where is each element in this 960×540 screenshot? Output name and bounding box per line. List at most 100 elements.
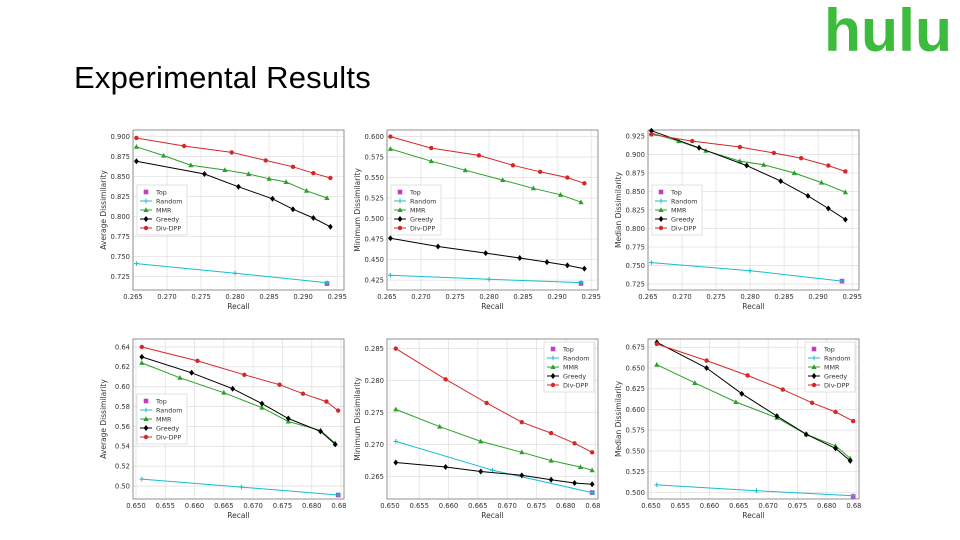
x-tick-label: 0.665 (468, 502, 487, 510)
legend-marker-greedy (550, 373, 556, 379)
data-point-greedy (825, 205, 831, 212)
plot-frame (386, 338, 599, 500)
data-point-mmr (283, 179, 289, 184)
legend-label: Random (410, 197, 436, 205)
legend-label: Top (409, 188, 421, 196)
x-tick-label: 0.660 (700, 502, 719, 510)
data-point-greedy (803, 431, 809, 438)
legend-label: Div-DPP (671, 224, 696, 232)
x-tick-label: 0.275 (706, 293, 725, 301)
data-point-div-dpp (780, 387, 786, 392)
x-axis-label: Recall (742, 511, 764, 520)
data-point-greedy (388, 235, 393, 242)
data-point-div-dpp (510, 163, 516, 168)
data-point-div-dpp (443, 377, 448, 382)
y-tick-label: 0.575 (365, 153, 384, 161)
series-mmr (393, 406, 595, 473)
legend-marker-random (397, 198, 403, 204)
data-point-div-dpp (229, 150, 234, 155)
y-axis-label: Minimum Dissimilarity (353, 168, 362, 252)
series-div-dpp (649, 132, 848, 174)
y-tick-label: 0.850 (626, 188, 645, 196)
x-tick-label: 0.650 (641, 502, 660, 510)
data-point-div-dpp (737, 144, 743, 150)
y-tick-label: 0.650 (626, 364, 645, 372)
x-tick-label: 0.655 (156, 502, 175, 510)
data-point-random (649, 260, 654, 265)
data-point-div-dpp (798, 155, 804, 161)
series-greedy (388, 235, 587, 272)
data-point-mmr (478, 438, 484, 444)
y-tick-label: 0.575 (626, 427, 645, 435)
series-div-dpp (393, 346, 595, 455)
x-tick-label: 0.655 (410, 502, 429, 510)
legend-label: Greedy (824, 372, 847, 380)
data-point-greedy (270, 195, 275, 202)
chart-average-dissimilarity-bottom: 0.650 0.655 0.660 0.665 0.670 0.675 0.680 0.685… (97, 335, 347, 525)
data-point-greedy (739, 390, 745, 397)
y-tick-label: 0.56 (115, 423, 130, 431)
data-point-mmr (393, 406, 399, 412)
y-tick-label: 0.265 (365, 473, 384, 481)
data-point-div-dpp (809, 400, 815, 406)
legend-label: Greedy (156, 424, 179, 432)
data-point-greedy (519, 472, 525, 479)
data-point-greedy (696, 144, 702, 151)
data-point-div-dpp (771, 150, 777, 156)
legend-marker-random (143, 407, 149, 413)
y-tick-label: 0.525 (626, 468, 645, 476)
x-tick-label: 0.280 (479, 293, 498, 301)
legend-marker-random (550, 355, 556, 361)
data-point-greedy (327, 223, 333, 230)
data-point-div-dpp (429, 145, 434, 151)
series-div-dpp (654, 341, 856, 424)
legend-marker-mmr (143, 416, 149, 421)
legend-label: Greedy (156, 215, 179, 223)
x-axis-label: Recall (227, 511, 249, 520)
x-tick-label: 0.675 (273, 502, 292, 510)
y-tick-label: 0.550 (626, 447, 645, 455)
data-point-greedy (517, 255, 523, 261)
data-point-div-dpp (589, 450, 595, 455)
series-random (649, 260, 845, 284)
legend-label: Top (670, 188, 682, 196)
data-point-random (839, 278, 845, 284)
data-point-greedy (393, 459, 399, 466)
legend-marker-random (811, 355, 817, 361)
y-tick-label: 0.825 (626, 206, 645, 214)
y-tick-label: 0.285 (365, 345, 384, 353)
chart-svg: 0.265 0.270 0.275 0.280 0.285 0.290 0.295 0.725… (614, 127, 862, 311)
data-point-greedy (548, 476, 554, 483)
y-tick-label: 0.600 (365, 133, 384, 141)
y-axis-label: Average Dissimilarity (99, 170, 108, 250)
x-axis-label: Recall (481, 511, 503, 520)
data-point-random (388, 272, 393, 278)
y-tick-label: 0.60 (115, 383, 130, 391)
data-point-mmr (259, 404, 265, 410)
legend-label: Greedy (671, 215, 694, 223)
data-point-mmr (221, 389, 227, 395)
legend-label: Top (155, 188, 167, 196)
x-tick-label: 0.670 (243, 502, 262, 510)
y-tick-label: 0.625 (626, 385, 645, 393)
x-tick-label: 0.675 (788, 502, 807, 510)
legend-marker-greedy (143, 216, 149, 222)
legend-label: Top (155, 397, 167, 405)
y-tick-label: 0.900 (626, 151, 645, 159)
chart-median-dissimilarity-bottom: 0.650 0.655 0.660 0.665 0.670 0.675 0.680 0.685… (612, 335, 862, 525)
data-point-div-dpp (833, 409, 838, 415)
data-point-mmr (222, 167, 228, 172)
legend-marker-top (143, 398, 149, 404)
x-tick-label: 0.680 (817, 502, 836, 510)
legend-marker-mmr (550, 364, 556, 369)
x-axis-label: Recall (227, 302, 249, 311)
data-point-div-dpp (393, 346, 398, 351)
y-tick-label: 0.750 (111, 253, 130, 261)
legend-marker-top (143, 189, 149, 195)
data-point-div-dpp (582, 181, 587, 186)
y-tick-label: 0.875 (626, 169, 645, 177)
y-tick-label: 0.850 (111, 173, 130, 181)
data-point-div-dpp (826, 163, 831, 168)
